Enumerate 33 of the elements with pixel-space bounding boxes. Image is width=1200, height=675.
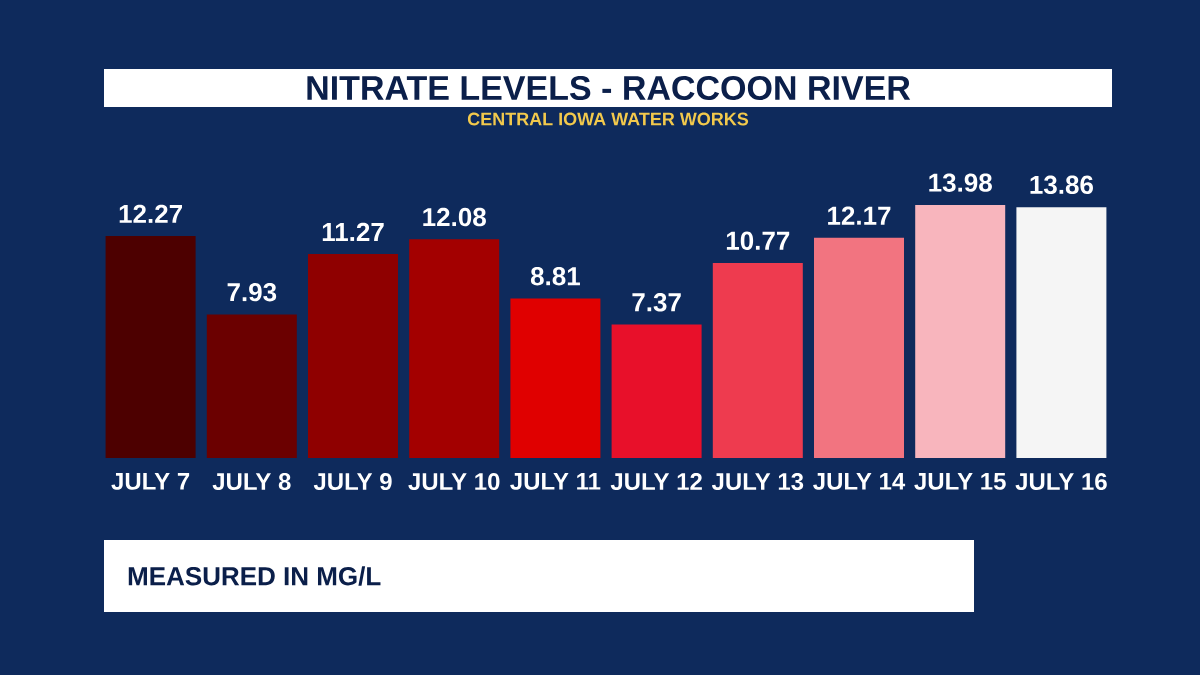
bar [915, 204, 1006, 458]
data-label: 8.81 [530, 267, 580, 286]
data-label: 13.98 [929, 173, 992, 192]
chart-title: NITRATE LEVELS - RACCOON RIVER [307, 75, 911, 101]
chart-subtitle: CENTRAL IOWA WATER WORKS [467, 112, 749, 126]
data-label: 13.86 [1030, 175, 1093, 195]
x-tick-label: JULY 16 [1015, 473, 1107, 491]
x-tick-label: JULY 10 [408, 473, 500, 491]
text: MEASURED IN MG/L [128, 566, 381, 586]
bar [206, 314, 297, 458]
x-tick-label: JULY 7 [111, 473, 190, 490]
data-label: 12.08 [423, 207, 486, 227]
data-label: 12.17 [828, 206, 891, 225]
data-label: 7.93 [227, 282, 277, 302]
data-label: 10.77 [726, 231, 790, 250]
x-tick-label: JULY 14 [813, 473, 906, 490]
bar [814, 237, 905, 458]
x-tick-label: JULY 8 [212, 473, 291, 491]
data-label: 11.27 [322, 222, 384, 241]
x-tick-label: JULY 11 [510, 473, 601, 490]
x-tick-label: JULY 9 [313, 473, 392, 491]
bar [611, 324, 702, 458]
data-label: 12.27 [119, 204, 182, 223]
x-tick-label: JULY 12 [610, 473, 702, 491]
bar [105, 235, 196, 458]
x-tick-label: JULY 13 [711, 473, 804, 491]
data-label: 7.37 [632, 293, 681, 312]
bar [510, 298, 601, 458]
bar [308, 254, 398, 458]
bar [409, 239, 500, 458]
bar [1016, 207, 1107, 458]
x-tick-label: JULY 15 [914, 473, 1006, 490]
bar [712, 263, 803, 458]
